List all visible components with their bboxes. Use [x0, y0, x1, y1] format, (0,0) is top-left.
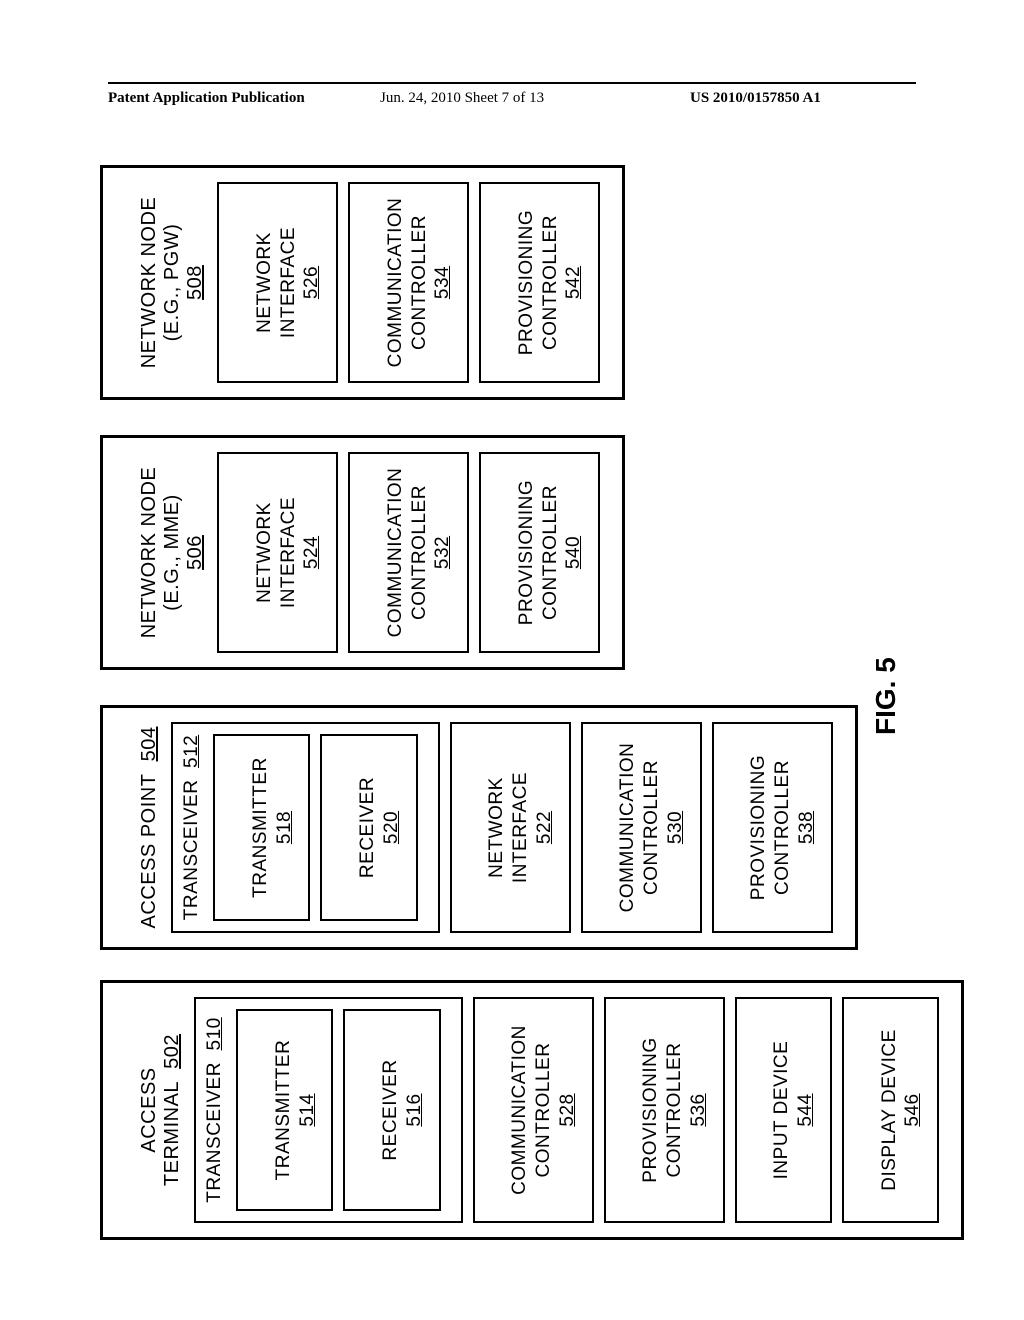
page: Patent Application Publication Jun. 24, … — [0, 0, 1024, 1320]
transceiver-title-ap: TRANSCEIVER 512 — [181, 730, 203, 925]
box-mme: NETWORK NODE (E.G., MME)506 NETWORK INTE… — [100, 435, 625, 670]
title-num: 508 — [184, 265, 206, 300]
title-access-point: ACCESS POINT 504 — [115, 718, 161, 937]
box-comm-at: COMMUNICATION CONTROLLER528 — [473, 997, 594, 1223]
box-transceiver-ap: TRANSCEIVER 512 TRANSMITTER518 RECEIVER5… — [171, 722, 440, 933]
title-text: ACCESS POINT — [138, 774, 160, 929]
box-receiver-at: RECEIVER516 — [343, 1009, 440, 1211]
label: NETWORK INTERFACE — [254, 227, 299, 338]
title-text: NETWORK NODE (E.G., MME) — [138, 467, 183, 639]
diagram-stage: ACCESS TERMINAL 502 TRANSCEIVER 510 TRAN… — [100, 150, 924, 1240]
box-access-point: ACCESS POINT 504 TRANSCEIVER 512 TRANSMI… — [100, 705, 858, 950]
label: TRANSCEIVER — [204, 1062, 225, 1203]
box-netif-pgw: NETWORK INTERFACE526 — [217, 182, 338, 383]
title-access-terminal: ACCESS TERMINAL 502 — [115, 993, 184, 1227]
title-num: 504 — [138, 727, 160, 762]
label: RECEIVER — [380, 1059, 401, 1160]
figure-5-diagram: ACCESS TERMINAL 502 TRANSCEIVER 510 TRAN… — [0, 283, 1024, 1107]
box-comm-pgw: COMMUNICATION CONTROLLER534 — [348, 182, 469, 383]
box-netif-ap: NETWORK INTERFACE522 — [450, 722, 571, 933]
num: 524 — [301, 536, 322, 569]
title-text: NETWORK NODE (E.G., PGW) — [138, 197, 183, 369]
label: PROVISIONING CONTROLLER — [516, 210, 561, 355]
num: 542 — [563, 266, 584, 299]
num: 534 — [432, 266, 453, 299]
num: 526 — [301, 266, 322, 299]
box-transmitter-ap: TRANSMITTER518 — [213, 734, 310, 921]
header-rule — [108, 82, 916, 84]
transceiver-title-at: TRANSCEIVER 510 — [204, 1005, 226, 1215]
num: 528 — [557, 1093, 578, 1126]
title-mme: NETWORK NODE (E.G., MME)506 — [115, 448, 207, 657]
box-netif-mme: NETWORK INTERFACE524 — [217, 452, 338, 653]
header-left: Patent Application Publication — [108, 90, 305, 107]
title-num: 506 — [184, 535, 206, 570]
label: PROVISIONING CONTROLLER — [748, 755, 793, 900]
box-transmitter-at: TRANSMITTER514 — [236, 1009, 333, 1211]
num: 520 — [381, 811, 402, 844]
num: 512 — [181, 735, 202, 768]
num: 516 — [404, 1093, 425, 1126]
num: 518 — [274, 811, 295, 844]
box-comm-mme: COMMUNICATION CONTROLLER532 — [348, 452, 469, 653]
box-receiver-ap: RECEIVER520 — [320, 734, 417, 921]
col-access-terminal: ACCESS TERMINAL 502 TRANSCEIVER 510 TRAN… — [100, 980, 964, 1240]
num: 532 — [432, 536, 453, 569]
label: TRANSMITTER — [250, 757, 271, 898]
label: COMMUNICATION CONTROLLER — [385, 198, 430, 368]
label: TRANSCEIVER — [181, 780, 202, 921]
box-access-terminal: ACCESS TERMINAL 502 TRANSCEIVER 510 TRAN… — [100, 980, 964, 1240]
num: 536 — [688, 1093, 709, 1126]
col-pgw: NETWORK NODE (E.G., PGW)508 NETWORK INTE… — [100, 165, 625, 400]
num: 530 — [665, 811, 686, 844]
num: 538 — [796, 811, 817, 844]
label: COMMUNICATION CONTROLLER — [509, 1025, 554, 1195]
header-right: US 2010/0157850 A1 — [690, 90, 821, 107]
label: TRANSMITTER — [273, 1040, 294, 1181]
box-prov-ap: PROVISIONING CONTROLLER538 — [712, 722, 833, 933]
title-num: 502 — [161, 1034, 183, 1069]
box-prov-mme: PROVISIONING CONTROLLER540 — [479, 452, 600, 653]
box-prov-pgw: PROVISIONING CONTROLLER542 — [479, 182, 600, 383]
box-comm-ap: COMMUNICATION CONTROLLER530 — [581, 722, 702, 933]
box-input-at: INPUT DEVICE544 — [735, 997, 832, 1223]
col-access-point: ACCESS POINT 504 TRANSCEIVER 512 TRANSMI… — [100, 705, 858, 950]
label: DISPLAY DEVICE — [879, 1029, 900, 1191]
num: 540 — [563, 536, 584, 569]
num: 510 — [204, 1017, 225, 1050]
label: NETWORK INTERFACE — [486, 772, 531, 883]
num: 522 — [534, 811, 555, 844]
num: 544 — [795, 1093, 816, 1126]
title-text: ACCESS TERMINAL — [138, 1067, 183, 1186]
label: RECEIVER — [357, 777, 378, 878]
figure-label: FIG. 5 — [870, 657, 902, 735]
header-center: Jun. 24, 2010 Sheet 7 of 13 — [380, 90, 544, 107]
label: INPUT DEVICE — [771, 1041, 792, 1180]
box-prov-at: PROVISIONING CONTROLLER536 — [604, 997, 725, 1223]
box-transceiver-at: TRANSCEIVER 510 TRANSMITTER514 RECEIVER5… — [194, 997, 463, 1223]
label: COMMUNICATION CONTROLLER — [617, 743, 662, 913]
title-pgw: NETWORK NODE (E.G., PGW)508 — [115, 178, 207, 387]
label: NETWORK INTERFACE — [254, 497, 299, 608]
box-pgw: NETWORK NODE (E.G., PGW)508 NETWORK INTE… — [100, 165, 625, 400]
num: 546 — [902, 1093, 923, 1126]
label: COMMUNICATION CONTROLLER — [385, 468, 430, 638]
num: 514 — [297, 1093, 318, 1126]
label: PROVISIONING CONTROLLER — [640, 1037, 685, 1182]
col-mme: NETWORK NODE (E.G., MME)506 NETWORK INTE… — [100, 435, 625, 670]
label: PROVISIONING CONTROLLER — [516, 480, 561, 625]
box-display-at: DISPLAY DEVICE546 — [842, 997, 939, 1223]
